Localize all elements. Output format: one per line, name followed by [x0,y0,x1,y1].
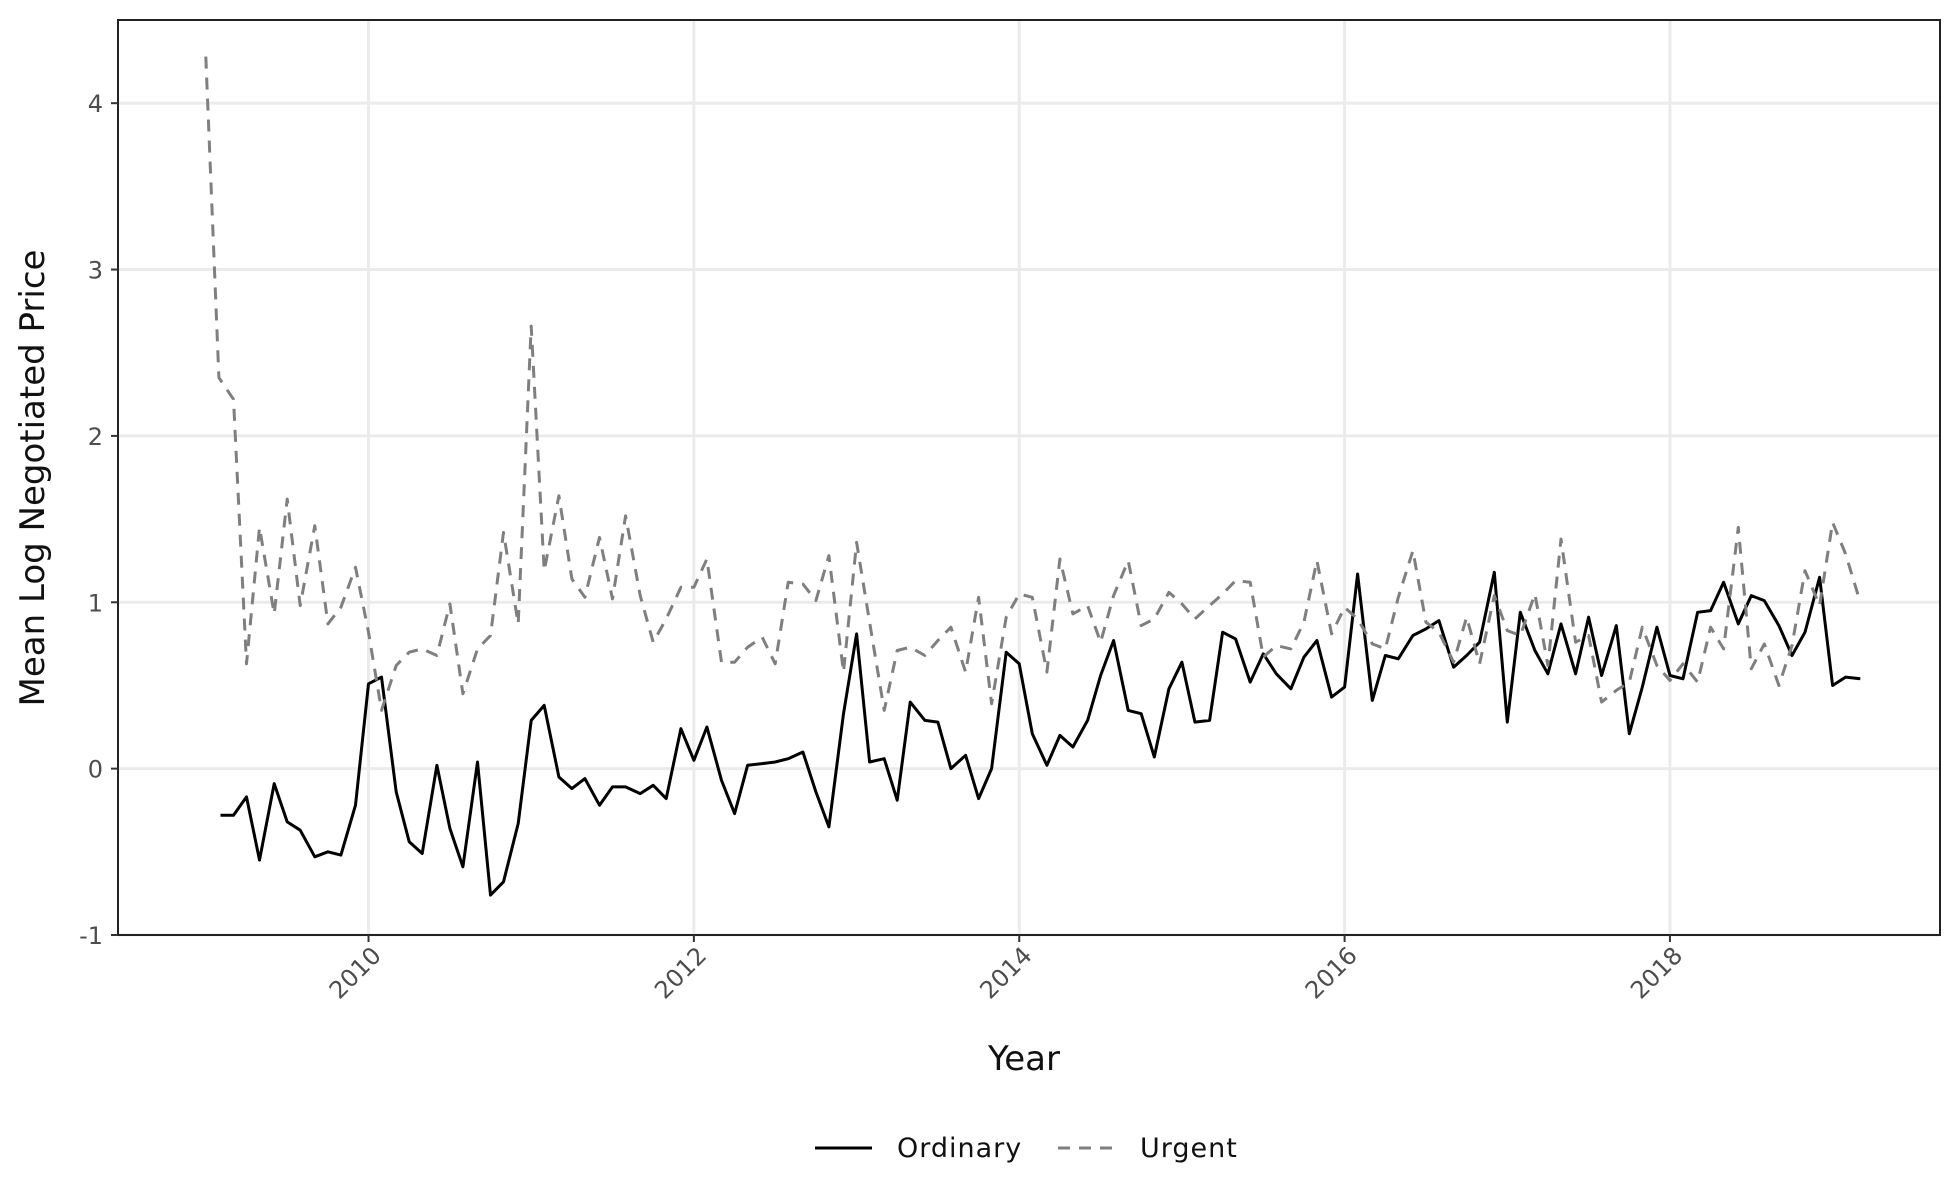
y-tick-label-0: 0 [88,756,103,784]
grid-lines [118,20,1940,937]
y-tick-label-3: 3 [88,257,103,285]
plot-panel-border [117,19,1941,936]
legend-label-urgent: Urgent [1140,1133,1238,1164]
y-tick-label-2: 2 [88,423,103,451]
x-axis-title: Year [987,1039,1060,1079]
legend: Ordinary Urgent [815,1133,1238,1164]
series-lines [204,56,1862,897]
x-tick-label-2014: 2014 [974,941,1037,1004]
x-axis-ticks: 2010 2012 2014 2016 2018 [324,935,1688,1004]
y-axis-ticks: -1 0 1 2 3 4 [79,90,118,950]
x-tick-label-2010: 2010 [324,941,387,1004]
legend-label-ordinary: Ordinary [897,1133,1022,1164]
y-tick-label-1: 1 [88,589,103,617]
x-tick-label-2016: 2016 [1300,941,1363,1004]
x-tick-label-2018: 2018 [1625,941,1688,1004]
y-tick-label--1: -1 [79,922,103,950]
series-line-urgent [204,56,1862,712]
y-tick-label-4: 4 [88,90,103,118]
x-tick-label-2012: 2012 [649,941,712,1004]
y-axis-title: Mean Log Negotiated Price [13,250,53,707]
series-line-ordinary [220,570,1861,897]
